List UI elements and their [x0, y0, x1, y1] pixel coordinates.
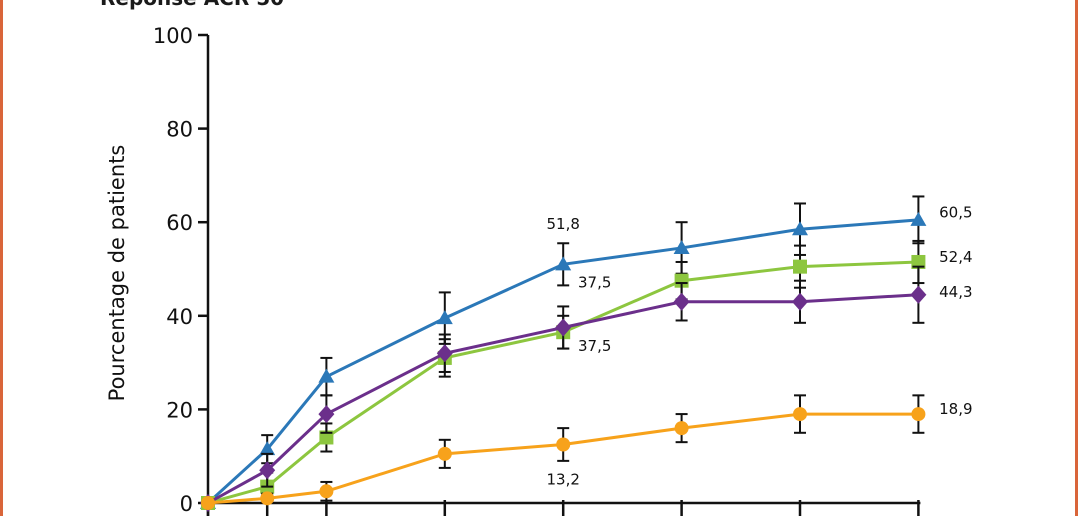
data-point [673, 239, 690, 254]
y-tick-label-40: 40 [166, 305, 193, 329]
axes: 0 20 40 60 80 100 [153, 24, 921, 516]
data-point [318, 368, 335, 383]
data-point [555, 318, 572, 337]
data-label: 37,5 [578, 274, 611, 292]
data-point [437, 446, 452, 461]
y-tick-label-20: 20 [166, 398, 193, 422]
data-point [436, 310, 453, 325]
data-label: 13,2 [546, 470, 579, 488]
data-labels: 51,8 37,5 37,5 13,2 60,5 52,4 44,3 18,9 [546, 204, 972, 489]
frame-border-left [0, 0, 3, 516]
data-point [259, 441, 276, 456]
data-point [793, 259, 807, 274]
data-point [674, 421, 689, 436]
series-line [207, 260, 919, 505]
series-triangle [200, 195, 927, 509]
data-point [319, 430, 334, 445]
data-point [259, 461, 276, 480]
data-point [792, 221, 808, 236]
series-circle [201, 394, 926, 510]
data-point [556, 437, 571, 452]
data-point [910, 285, 927, 304]
data-point [674, 273, 689, 288]
data-point [793, 407, 807, 422]
y-tick-label-80: 80 [166, 118, 193, 142]
data-point [319, 484, 334, 499]
series-line [207, 412, 919, 505]
data-label: 52,4 [939, 248, 972, 266]
series-diamond [200, 265, 927, 512]
data-point [792, 292, 808, 311]
data-point [673, 292, 690, 311]
chart-title: Réponse ACR 50 [100, 0, 284, 10]
data-label: 37,5 [578, 337, 611, 355]
data-point [555, 256, 572, 271]
series-layer [200, 195, 927, 512]
frame-border-right [1075, 0, 1078, 516]
data-point [910, 211, 927, 226]
data-label: 60,5 [939, 204, 972, 222]
data-point [436, 344, 453, 363]
y-tick-label-100: 100 [153, 24, 193, 48]
series-line [206, 218, 919, 505]
data-point [318, 405, 335, 424]
series-line [207, 293, 919, 505]
y-tick-label-0: 0 [180, 492, 193, 516]
data-point [260, 491, 275, 506]
data-point [911, 254, 926, 269]
data-label: 18,9 [939, 400, 972, 418]
data-label: 44,3 [939, 283, 972, 301]
data-point [201, 496, 215, 510]
y-axis-label: Pourcentage de patients [105, 145, 129, 402]
y-tick-label-60: 60 [166, 211, 193, 235]
data-label: 51,8 [546, 215, 579, 233]
data-point [911, 407, 926, 422]
